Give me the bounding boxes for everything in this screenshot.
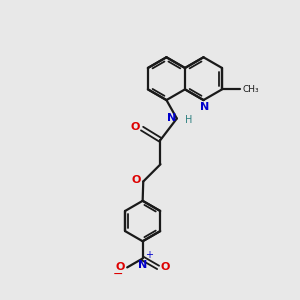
- Text: +: +: [145, 250, 153, 260]
- Text: −: −: [112, 267, 123, 280]
- Text: N: N: [167, 113, 176, 124]
- Text: O: O: [116, 262, 125, 272]
- Text: H: H: [185, 115, 193, 125]
- Text: N: N: [200, 102, 209, 112]
- Text: O: O: [131, 175, 141, 185]
- Text: O: O: [130, 122, 140, 132]
- Text: N: N: [138, 260, 147, 270]
- Text: CH₃: CH₃: [242, 85, 259, 94]
- Text: O: O: [160, 262, 170, 272]
